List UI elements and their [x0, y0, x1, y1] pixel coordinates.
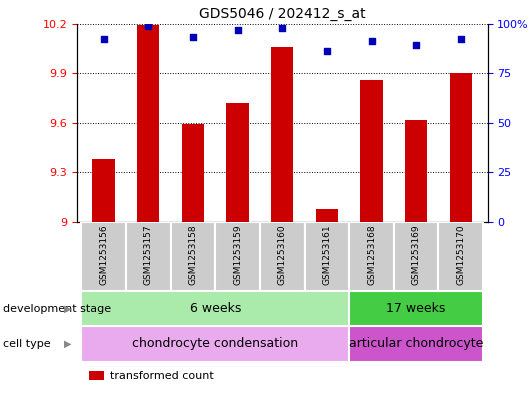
Bar — [137, 25, 160, 222]
Bar — [449, 73, 472, 222]
Bar — [81, 326, 349, 362]
Point — [144, 22, 153, 29]
Bar — [394, 222, 438, 291]
Point — [367, 38, 376, 44]
Point — [456, 36, 465, 42]
Bar — [182, 125, 204, 222]
Text: articular chondrocyte: articular chondrocyte — [349, 337, 483, 351]
Text: GSM1253160: GSM1253160 — [278, 225, 287, 285]
Bar — [226, 103, 249, 222]
Bar — [360, 80, 383, 222]
Bar — [215, 222, 260, 291]
Text: GSM1253169: GSM1253169 — [412, 225, 421, 285]
Point — [278, 24, 287, 31]
Text: GSM1253158: GSM1253158 — [189, 225, 198, 285]
Bar — [316, 209, 338, 222]
Text: GSM1253156: GSM1253156 — [99, 225, 108, 285]
Bar — [438, 222, 483, 291]
Text: GSM1253170: GSM1253170 — [456, 225, 465, 285]
Bar — [405, 119, 427, 222]
Text: GSM1253168: GSM1253168 — [367, 225, 376, 285]
Bar — [260, 222, 305, 291]
Point — [233, 26, 242, 33]
Point — [323, 48, 331, 55]
Bar — [349, 222, 394, 291]
Text: 6 weeks: 6 weeks — [190, 302, 241, 315]
Bar — [349, 326, 483, 362]
Title: GDS5046 / 202412_s_at: GDS5046 / 202412_s_at — [199, 7, 366, 21]
Bar — [81, 222, 126, 291]
Text: transformed count: transformed count — [110, 371, 214, 381]
Bar — [126, 222, 171, 291]
Point — [100, 36, 108, 42]
Text: ▶: ▶ — [64, 339, 72, 349]
Bar — [349, 291, 483, 326]
Text: GSM1253157: GSM1253157 — [144, 225, 153, 285]
Text: ▶: ▶ — [64, 303, 72, 314]
Point — [412, 42, 420, 49]
Text: GSM1253161: GSM1253161 — [322, 225, 331, 285]
Bar — [92, 159, 115, 222]
Bar — [271, 47, 294, 222]
Text: development stage: development stage — [3, 303, 111, 314]
Text: 17 weeks: 17 weeks — [386, 302, 446, 315]
Bar — [89, 371, 103, 380]
Bar — [171, 222, 215, 291]
Text: GSM1253159: GSM1253159 — [233, 225, 242, 285]
Point — [189, 34, 197, 40]
Text: cell type: cell type — [3, 339, 50, 349]
Bar — [81, 291, 349, 326]
Text: chondrocyte condensation: chondrocyte condensation — [132, 337, 298, 351]
Bar — [305, 222, 349, 291]
